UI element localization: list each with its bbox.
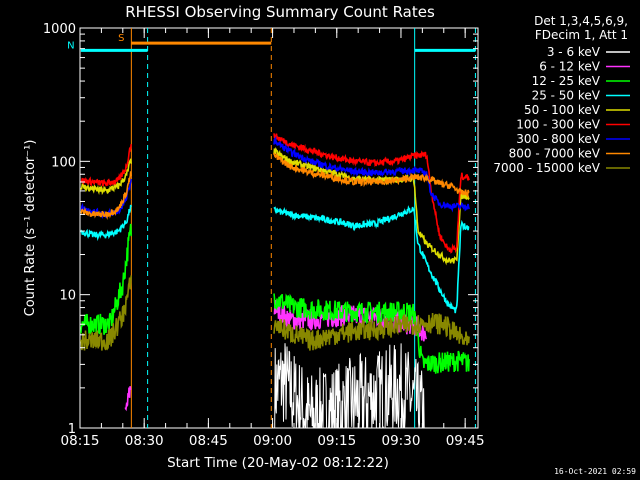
x-tick-label: 08:15	[61, 433, 100, 449]
legend-entry-label: 7000 - 15000 keV	[493, 161, 600, 175]
series-line-2	[273, 293, 470, 374]
y-tick-label: 1	[68, 422, 76, 437]
x-tick-label: 08:45	[189, 433, 228, 449]
plot-border	[79, 27, 479, 429]
series-line-0	[274, 343, 425, 429]
series-line-2	[80, 223, 132, 335]
series-line-3	[273, 205, 470, 314]
series-line-1	[124, 386, 132, 412]
y-tick-label: 100	[51, 155, 76, 170]
x-tick-label: 08:30	[125, 433, 164, 449]
series-line-8	[273, 312, 470, 351]
y-tick-label: 10	[59, 289, 76, 304]
legend-entry-label: 800 - 7000 keV	[509, 147, 601, 161]
legend-entry-label: 25 - 50 keV	[532, 89, 601, 103]
series-line-8	[80, 275, 132, 351]
chart-title: RHESSI Observing Summary Count Rates	[125, 3, 435, 21]
legend-header-line-2: FDecim 1, Att 1	[535, 28, 628, 42]
x-axis-ticks: 08:15 08:30 08:45 09:00 09:15 09:30 09:45	[61, 28, 485, 449]
x-axis-label: Start Time (20-May-02 08:12:22)	[167, 455, 389, 471]
y-axis-ticks: 1 10 100 1000	[43, 22, 478, 437]
annotation-label: S	[118, 33, 124, 44]
y-axis-label: Count Rate (s⁻¹ detector⁻¹)	[23, 140, 38, 317]
series-line-5	[80, 144, 132, 187]
footer-timestamp: 16-Oct-2021 02:59	[554, 467, 636, 476]
x-tick-label: 09:00	[253, 433, 292, 449]
plot-frame	[79, 27, 479, 429]
legend-header-line-1: Det 1,3,4,5,6,9,	[534, 14, 628, 28]
legend: Det 1,3,4,5,6,9, FDecim 1, Att 1 3 - 6 k…	[493, 14, 630, 175]
interval-lines	[130, 28, 476, 428]
series-line-3	[80, 204, 132, 242]
legend-entry-label: 300 - 800 keV	[516, 132, 600, 146]
x-tick-label: 09:15	[317, 433, 356, 449]
series-line-6	[273, 135, 470, 213]
series-line-7	[80, 171, 132, 220]
annotation-bars: SN	[67, 33, 476, 52]
series-group	[80, 133, 470, 429]
series-line-4	[80, 158, 132, 196]
series-line-5	[273, 133, 470, 254]
legend-entry-label: 3 - 6 keV	[547, 45, 601, 59]
legend-entry-label: 12 - 25 keV	[532, 74, 601, 88]
legend-entry-label: 6 - 12 keV	[539, 60, 601, 74]
legend-entry-label: 100 - 300 keV	[516, 118, 600, 132]
legend-entry-label: 50 - 100 keV	[524, 103, 601, 117]
series-line-7	[273, 152, 470, 199]
x-tick-label: 09:30	[382, 433, 421, 449]
y-tick-label: 1000	[43, 22, 76, 37]
x-tick-label: 09:45	[446, 433, 485, 449]
annotation-label: N	[67, 40, 74, 51]
series-line-4	[273, 146, 470, 266]
